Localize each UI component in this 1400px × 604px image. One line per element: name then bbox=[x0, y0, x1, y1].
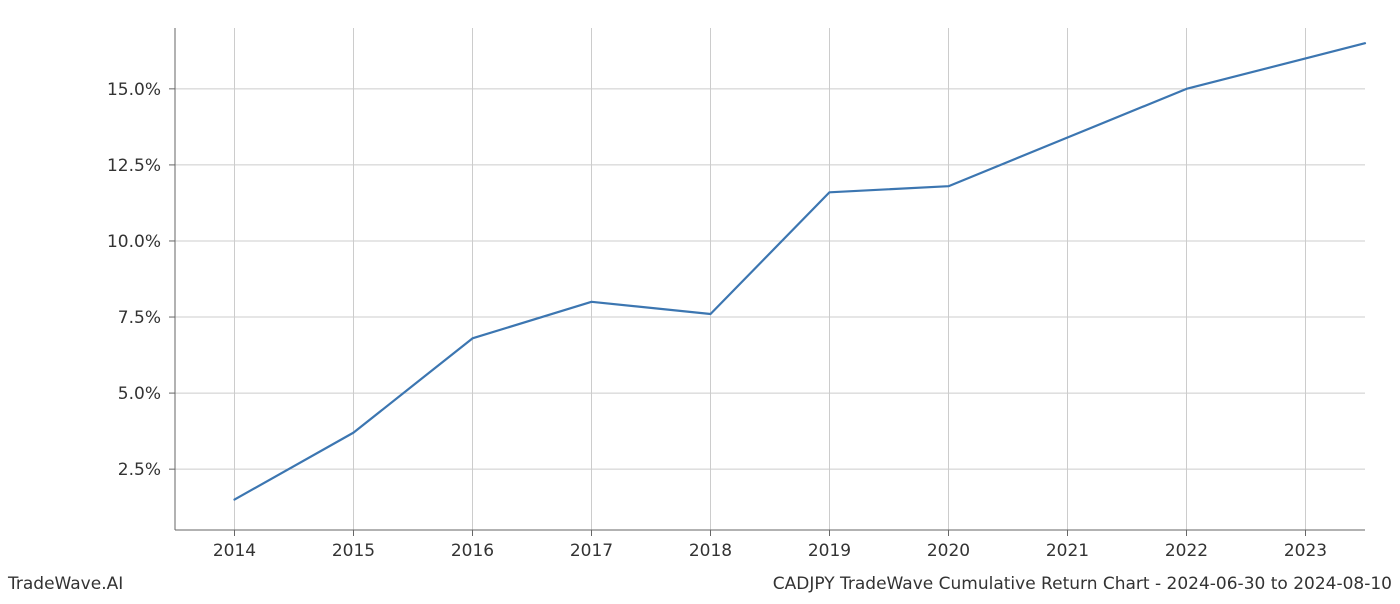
x-tick-label: 2020 bbox=[927, 541, 970, 561]
chart-svg: 2014 2015 2016 2017 2018 2019 2020 2021 2022 2023… bbox=[0, 0, 1400, 600]
y-tick-label: 2.5% bbox=[118, 460, 161, 480]
x-tick-label: 2018 bbox=[689, 541, 732, 561]
x-tick-label: 2015 bbox=[332, 541, 375, 561]
x-tick-label: 2023 bbox=[1284, 541, 1327, 561]
y-tick-label: 15.0% bbox=[107, 80, 161, 100]
y-tick-label: 5.0% bbox=[118, 384, 161, 404]
x-tick-label: 2016 bbox=[451, 541, 494, 561]
x-tick-label: 2022 bbox=[1165, 541, 1208, 561]
footer-right-text: CADJPY TradeWave Cumulative Return Chart… bbox=[773, 574, 1392, 594]
y-tick-label: 10.0% bbox=[107, 232, 161, 252]
footer-left-text: TradeWave.AI bbox=[8, 574, 123, 594]
y-tick-label: 12.5% bbox=[107, 156, 161, 176]
x-tick-label: 2019 bbox=[808, 541, 851, 561]
x-tick-label: 2017 bbox=[570, 541, 613, 561]
x-tick-label: 2014 bbox=[213, 541, 256, 561]
line-chart: 2014 2015 2016 2017 2018 2019 2020 2021 2022 2023… bbox=[0, 0, 1400, 600]
y-tick-label: 7.5% bbox=[118, 308, 161, 328]
x-tick-label: 2021 bbox=[1046, 541, 1089, 561]
